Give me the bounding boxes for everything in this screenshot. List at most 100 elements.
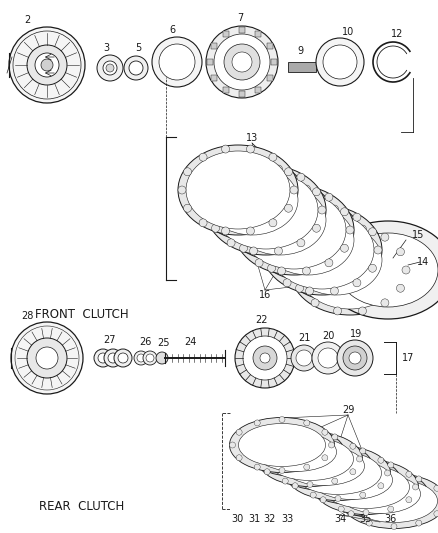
Text: 2: 2 xyxy=(24,15,30,25)
Circle shape xyxy=(103,61,117,75)
Bar xyxy=(239,27,245,33)
Circle shape xyxy=(222,227,230,235)
Text: 36: 36 xyxy=(384,514,396,524)
Ellipse shape xyxy=(304,456,400,505)
Circle shape xyxy=(396,248,404,256)
Circle shape xyxy=(104,349,122,367)
Circle shape xyxy=(350,469,356,475)
Bar xyxy=(271,59,277,65)
Circle shape xyxy=(240,208,247,216)
Ellipse shape xyxy=(311,461,392,499)
Ellipse shape xyxy=(298,231,402,309)
Text: 24: 24 xyxy=(184,337,196,347)
Circle shape xyxy=(416,520,422,526)
Ellipse shape xyxy=(197,159,307,241)
Circle shape xyxy=(269,219,277,227)
Circle shape xyxy=(322,455,328,461)
Circle shape xyxy=(290,186,298,194)
Text: 31: 31 xyxy=(248,514,260,524)
Circle shape xyxy=(278,267,286,275)
Text: 27: 27 xyxy=(104,335,116,345)
Circle shape xyxy=(284,168,293,176)
Circle shape xyxy=(275,165,283,173)
Circle shape xyxy=(292,483,298,489)
Ellipse shape xyxy=(290,225,382,295)
Circle shape xyxy=(374,246,382,254)
Circle shape xyxy=(303,185,311,193)
Ellipse shape xyxy=(247,427,345,477)
Ellipse shape xyxy=(332,470,428,519)
Ellipse shape xyxy=(342,473,438,529)
Circle shape xyxy=(337,340,373,376)
Text: 25: 25 xyxy=(157,338,169,348)
Circle shape xyxy=(212,224,219,232)
Circle shape xyxy=(402,266,410,274)
Circle shape xyxy=(378,457,384,463)
Circle shape xyxy=(124,56,148,80)
Circle shape xyxy=(406,471,412,477)
Circle shape xyxy=(41,59,53,71)
Circle shape xyxy=(222,145,230,153)
Text: 12: 12 xyxy=(391,29,403,39)
Circle shape xyxy=(290,266,298,274)
Ellipse shape xyxy=(270,211,374,289)
Circle shape xyxy=(268,264,276,272)
Circle shape xyxy=(381,233,389,241)
Circle shape xyxy=(332,478,338,484)
Ellipse shape xyxy=(323,221,438,319)
Circle shape xyxy=(227,239,235,247)
Text: 6: 6 xyxy=(169,25,175,35)
Circle shape xyxy=(363,510,369,515)
Circle shape xyxy=(366,520,372,526)
Circle shape xyxy=(340,244,349,252)
Ellipse shape xyxy=(286,446,391,500)
Circle shape xyxy=(323,45,357,79)
Circle shape xyxy=(236,429,242,435)
Circle shape xyxy=(184,168,191,176)
Text: 26: 26 xyxy=(139,337,151,347)
Circle shape xyxy=(268,228,276,236)
Circle shape xyxy=(311,233,319,241)
Circle shape xyxy=(366,476,372,482)
Circle shape xyxy=(106,64,114,72)
Circle shape xyxy=(283,213,291,221)
Circle shape xyxy=(258,456,264,462)
Ellipse shape xyxy=(214,171,318,249)
Circle shape xyxy=(342,498,347,504)
Circle shape xyxy=(282,434,288,440)
Circle shape xyxy=(184,204,191,212)
Circle shape xyxy=(254,420,260,426)
Ellipse shape xyxy=(255,432,336,472)
Text: 35: 35 xyxy=(359,514,371,524)
Circle shape xyxy=(214,34,270,90)
Circle shape xyxy=(206,26,278,98)
Text: 3: 3 xyxy=(103,43,109,53)
Circle shape xyxy=(353,213,361,221)
Circle shape xyxy=(275,247,283,255)
Circle shape xyxy=(36,347,58,369)
Circle shape xyxy=(310,448,316,454)
Circle shape xyxy=(269,153,277,161)
Circle shape xyxy=(243,336,287,380)
Circle shape xyxy=(368,264,376,272)
Circle shape xyxy=(330,287,339,295)
Circle shape xyxy=(360,448,366,454)
Circle shape xyxy=(143,351,157,365)
Bar xyxy=(211,43,217,49)
Bar xyxy=(255,87,261,93)
Circle shape xyxy=(353,279,361,287)
Text: 32: 32 xyxy=(264,514,276,524)
Bar xyxy=(211,75,217,81)
Circle shape xyxy=(368,228,376,236)
Circle shape xyxy=(334,307,342,315)
Circle shape xyxy=(297,239,305,247)
Circle shape xyxy=(156,352,168,364)
Circle shape xyxy=(296,284,304,292)
Text: 30: 30 xyxy=(231,514,243,524)
Circle shape xyxy=(264,443,270,449)
Circle shape xyxy=(284,204,293,212)
Circle shape xyxy=(206,206,214,214)
Circle shape xyxy=(311,299,319,307)
Circle shape xyxy=(247,145,254,153)
Circle shape xyxy=(292,457,298,463)
